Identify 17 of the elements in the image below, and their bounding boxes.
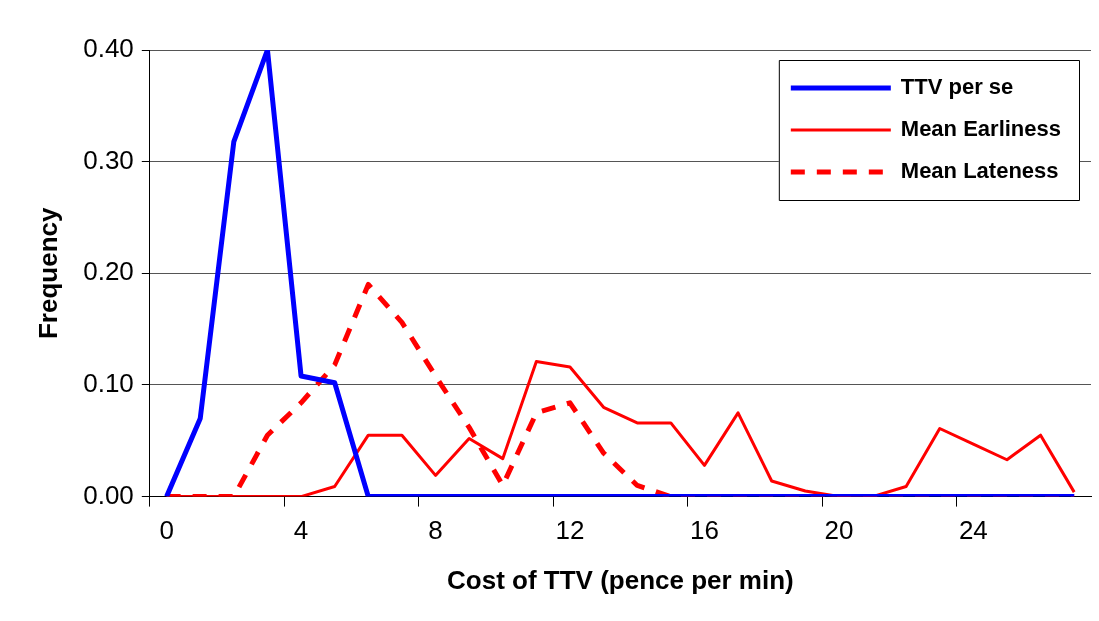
x-tick-label: 16 (689, 515, 719, 546)
x-tick-label: 24 (958, 515, 988, 546)
legend-label: Mean Earliness (900, 116, 1061, 142)
y-tick-label: 0.30 (83, 144, 134, 175)
legend-label: Mean Lateness (900, 158, 1059, 184)
y-tick-label: 0.40 (83, 33, 134, 64)
legend-label: TTV per se (900, 74, 1014, 100)
y-tick-label: 0.00 (83, 479, 134, 510)
y-tick-label: 0.10 (83, 368, 134, 399)
x-tick-label: 12 (555, 515, 585, 546)
x-tick-label: 8 (428, 515, 443, 546)
x-tick-label: 0 (159, 515, 174, 546)
y-axis-title: Frequency (32, 207, 63, 340)
x-tick-label: 4 (293, 515, 309, 546)
x-axis-title: Cost of TTV (pence per min) (447, 564, 794, 595)
x-tick-label: 20 (824, 515, 854, 546)
y-tick-label: 0.20 (83, 256, 134, 287)
